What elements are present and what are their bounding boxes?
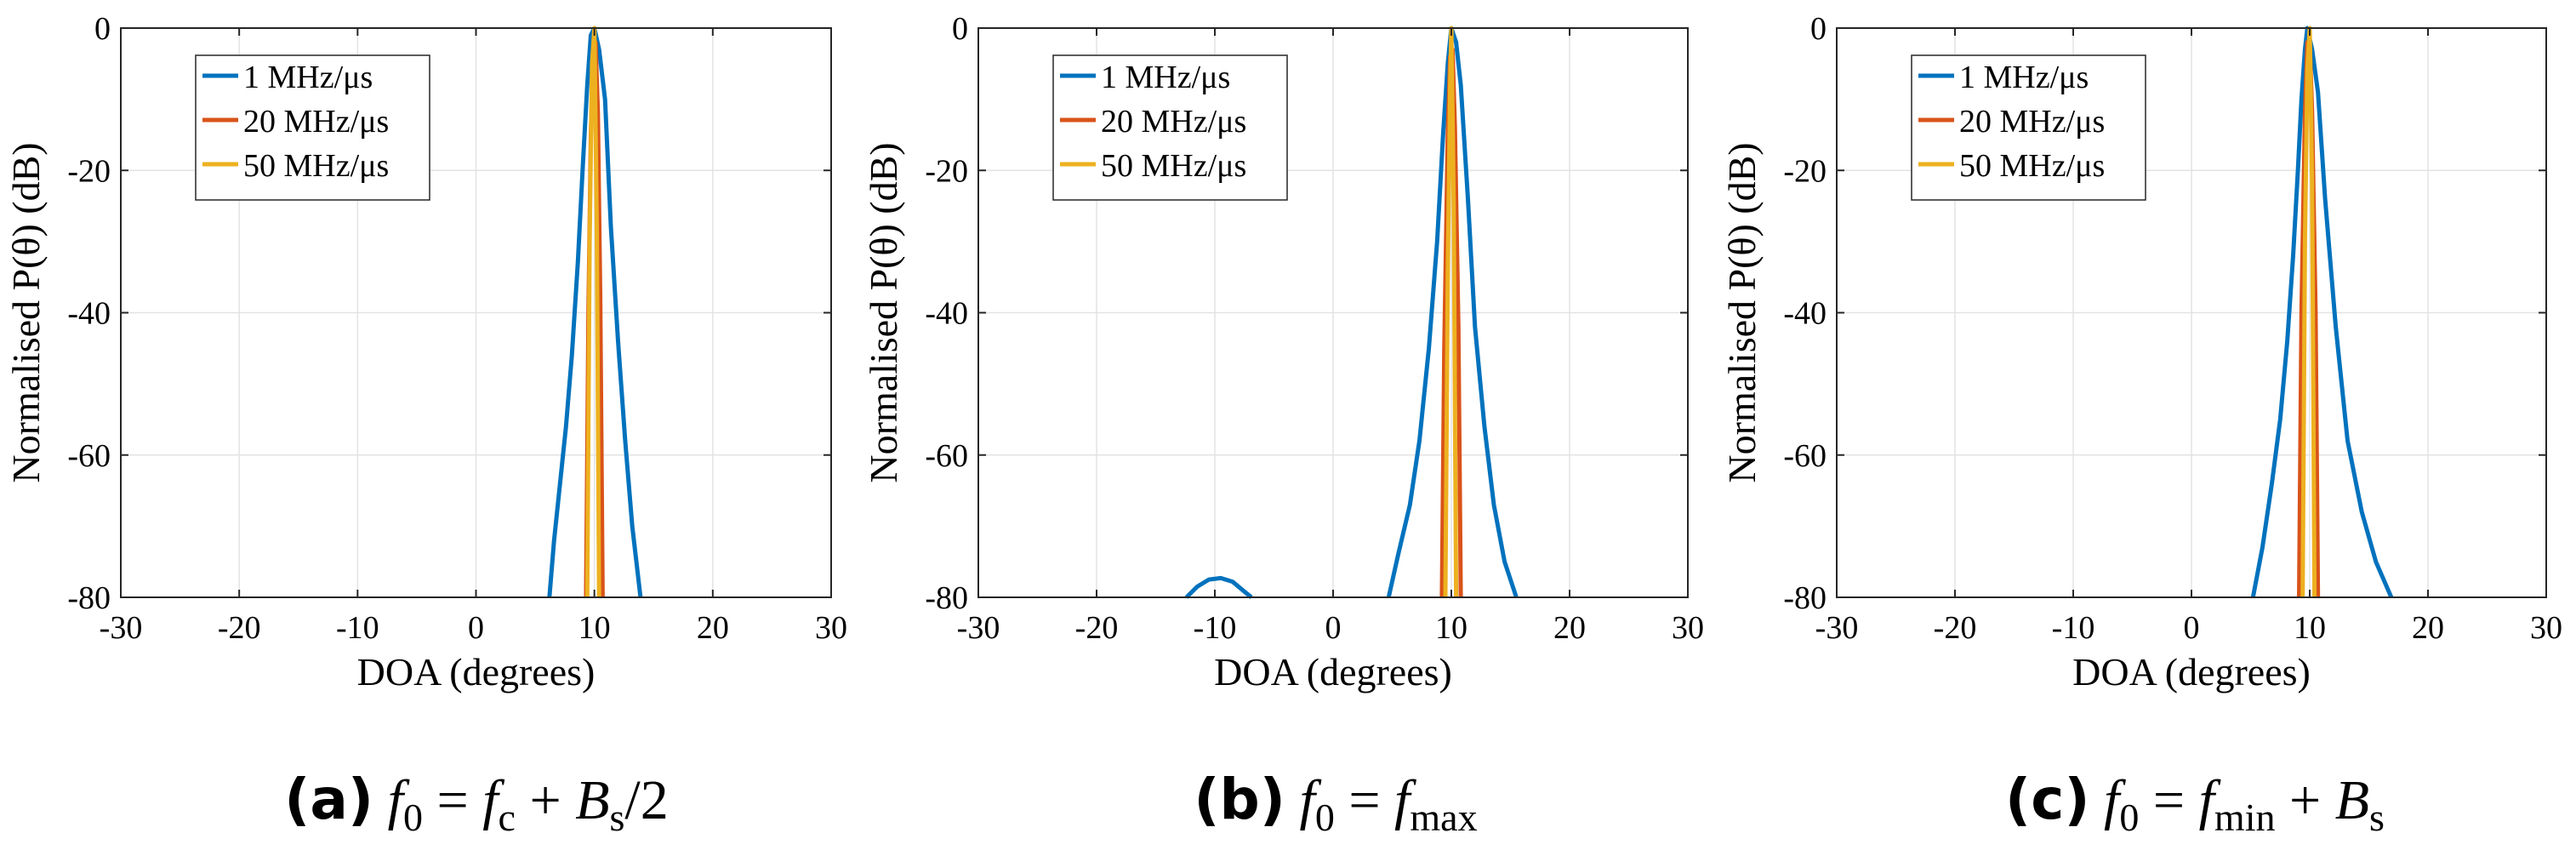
caption-c-f0: f (2104, 769, 2120, 831)
panel-c-xtick-label-2: -10 (2052, 610, 2095, 646)
panel-c-chart: -30 -20 -10 0 10 20 30 0 -20 -40 -60 -80 DOA (degree… (1720, 11, 2562, 693)
caption-b-label: (b) (1194, 767, 1285, 832)
panel-b-ytick-label-1: -20 (925, 153, 968, 189)
panel-c-ytick-label-2: -40 (1783, 296, 1827, 332)
panel-c-xtick-label-3: 0 (2184, 610, 2200, 646)
panel-b-xtick-label-3: 0 (1325, 610, 1342, 646)
caption-b-t1: f (1394, 769, 1411, 831)
panel-b-legend-label-1: 20 MHz/μs (1101, 104, 1246, 140)
caption-b-eq: = (1348, 769, 1381, 831)
panel-b-xtick-label-6: 30 (1672, 610, 1704, 646)
panel-b-ylabel: Normalised P(θ) (dB) (862, 142, 905, 482)
panel-a-xtick-label-2: -10 (336, 610, 379, 646)
caption-a-eq: = (436, 769, 469, 831)
panel-c-ytick-label-4: -80 (1783, 580, 1827, 616)
panel-b-ytick-label-2: -40 (925, 296, 968, 332)
panel-b-legend-label-0: 1 MHz/μs (1101, 60, 1230, 95)
caption-b-f0: f (1299, 769, 1315, 831)
caption-a-f0: f (387, 769, 403, 831)
panel-a-ytick-label-1: -20 (67, 153, 111, 189)
panel-b-xtick-label-1: -20 (1075, 610, 1119, 646)
caption-a-tail: /2 (624, 769, 669, 831)
panel-b-xtick-label-2: -10 (1194, 610, 1237, 646)
panel-c-xtick-label-5: 20 (2412, 610, 2444, 646)
caption-a-plus: + (529, 769, 561, 831)
caption-a-t2-sub: s (609, 796, 625, 840)
caption-a: (a) f0 = fc + Bs/2 (51, 762, 902, 840)
panel-a-ytick-label-2: -40 (67, 296, 111, 332)
panel-a-xtick-label-1: -20 (218, 610, 261, 646)
panel-c-ytick-label-0: 0 (1810, 11, 1827, 47)
panel-a-legend: 1 MHz/μs 20 MHz/μs 50 MHz/μs (195, 54, 430, 201)
panel-b-xtick-label-4: 10 (1435, 610, 1468, 646)
caption-c-t2-sub: s (2369, 796, 2385, 840)
panel-c-series-2-line (2300, 26, 2317, 598)
panel-a-series-0-line (547, 26, 643, 598)
caption-c-t1: f (2198, 769, 2214, 831)
panel-c-series-0-line (2250, 26, 2394, 598)
caption-c-f0-sub: 0 (2119, 796, 2140, 840)
panel-a-series-2-line (584, 26, 601, 598)
panel-a-xtick-label-4: 10 (578, 610, 611, 646)
panel-c-legend-label-2: 50 MHz/μs (1959, 148, 2105, 184)
caption-a-t1-sub: c (498, 796, 516, 840)
caption-c-plus: + (2288, 769, 2322, 831)
panel-a-chart: -30 -20 -10 0 10 20 30 0 -20 -40 -60 -80 DOA (degree… (4, 11, 847, 693)
panel-c-ytick-label-3: -60 (1783, 438, 1827, 474)
panel-c-xtick-label-1: -20 (1934, 610, 1977, 646)
panel-c-ylabel: Normalised P(θ) (dB) (1720, 142, 1764, 482)
panel-b-series-2-line (1443, 26, 1459, 598)
panel-c-ytick-label-1: -20 (1783, 153, 1827, 189)
panel-a-legend-label-2: 50 MHz/μs (243, 148, 389, 184)
caption-a-label: (a) (284, 767, 374, 832)
caption-c-t1-sub: min (2214, 796, 2276, 840)
panel-b-ytick-label-3: -60 (925, 438, 968, 474)
panel-a-xtick-label-3: 0 (468, 610, 484, 646)
caption-a-f0-sub: 0 (402, 796, 423, 840)
panel-a-ylabel: Normalised P(θ) (dB) (4, 142, 48, 482)
panel-c-legend-box (1911, 54, 2146, 201)
caption-b-t1-sub: max (1410, 796, 1478, 840)
panel-c-legend-label-0: 1 MHz/μs (1959, 60, 2089, 95)
panel-c-xtick-label-0: -30 (1815, 610, 1859, 646)
caption-c-label: (c) (2005, 767, 2090, 832)
panel-b-xlabel: DOA (degrees) (1214, 650, 1452, 693)
panel-b-legend-box (1052, 54, 1288, 201)
caption-a-t2: B (575, 769, 610, 831)
panel-b-chart: -30 -20 -10 0 10 20 30 0 -20 -40 -60 -80 DOA (degree… (862, 11, 1704, 693)
panel-a-xtick-label-6: 30 (815, 610, 847, 646)
panel-c-legend-label-1: 20 MHz/μs (1959, 104, 2105, 140)
caption-c-eq: = (2152, 769, 2186, 831)
panel-c-legend: 1 MHz/μs 20 MHz/μs 50 MHz/μs (1911, 54, 2146, 201)
panel-c-xlabel: DOA (degrees) (2072, 650, 2311, 693)
panel-c-xtick-label-6: 30 (2530, 610, 2562, 646)
panel-c-xtick-label-4: 10 (2294, 610, 2326, 646)
caption-c: (c) f0 = fmin + Bs (1770, 762, 2576, 840)
caption-c-t2: B (2334, 769, 2370, 831)
panel-b-legend-label-2: 50 MHz/μs (1101, 148, 1246, 184)
panel-a-xtick-label-5: 20 (697, 610, 729, 646)
panel-a-ytick-label-4: -80 (67, 580, 111, 616)
panel-b-xtick-label-0: -30 (957, 610, 1000, 646)
caption-a-t1: f (482, 769, 499, 831)
panel-b-xtick-label-5: 20 (1553, 610, 1586, 646)
panel-a-xlabel: DOA (degrees) (357, 650, 596, 693)
panel-b-legend: 1 MHz/μs 20 MHz/μs 50 MHz/μs (1052, 54, 1288, 201)
panel-b-ytick-label-4: -80 (925, 580, 968, 616)
panel-b-ytick-label-0: 0 (952, 11, 968, 47)
panel-a-xtick-label-0: -30 (100, 610, 143, 646)
panel-a-ytick-label-3: -60 (67, 438, 111, 474)
panel-a-legend-label-0: 1 MHz/μs (243, 60, 373, 95)
panel-a-ytick-label-0: 0 (94, 11, 111, 47)
panel-a-legend-label-1: 20 MHz/μs (243, 104, 389, 140)
panel-a-legend-box (195, 54, 430, 201)
caption-b: (b) f0 = fmax (910, 762, 1761, 840)
caption-b-f0-sub: 0 (1314, 796, 1335, 840)
